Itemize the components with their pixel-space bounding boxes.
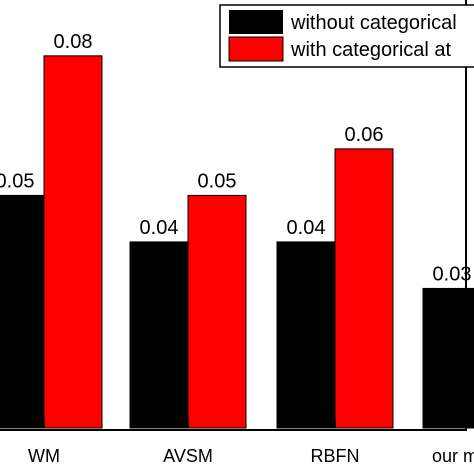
legend-label-without: without categorical xyxy=(290,12,457,34)
bar-without-avsm xyxy=(129,241,189,429)
data-label-with-avsm: 0.05 xyxy=(198,170,237,192)
data-label-with-rbfn: 0.06 xyxy=(345,124,384,146)
data-label-without-our-m: 0.03 xyxy=(433,263,472,285)
legend-swatch-without xyxy=(229,10,283,34)
legend: without categorical with categorical at xyxy=(219,4,474,68)
data-label-with-wm: 0.08 xyxy=(54,31,93,53)
legend-label-with: with categorical at xyxy=(290,39,452,61)
plot-frame xyxy=(0,0,467,431)
bar-without-rbfn xyxy=(276,241,336,429)
bars-group xyxy=(0,55,474,429)
data-label-without-avsm: 0.04 xyxy=(140,217,179,239)
category-label-rbfn: RBFN xyxy=(311,446,360,466)
bar-without-wm xyxy=(0,194,45,429)
category-labels-group: WM AVSM RBFN our m xyxy=(28,446,474,466)
data-label-without-wm: 0.05 xyxy=(0,170,34,192)
bar-with-avsm xyxy=(187,194,247,429)
category-label-wm: WM xyxy=(28,446,60,466)
data-labels-group: 0.05 0.08 0.04 0.05 0.04 0.06 0.03 xyxy=(0,31,471,286)
x-ticks-group xyxy=(43,421,336,428)
category-label-our-m: our m xyxy=(432,446,474,466)
bar-with-rbfn xyxy=(334,148,394,429)
data-label-without-rbfn: 0.04 xyxy=(287,217,326,239)
bar-with-wm xyxy=(43,55,103,429)
category-label-avsm: AVSM xyxy=(163,446,213,466)
legend-swatch-with xyxy=(228,36,284,62)
